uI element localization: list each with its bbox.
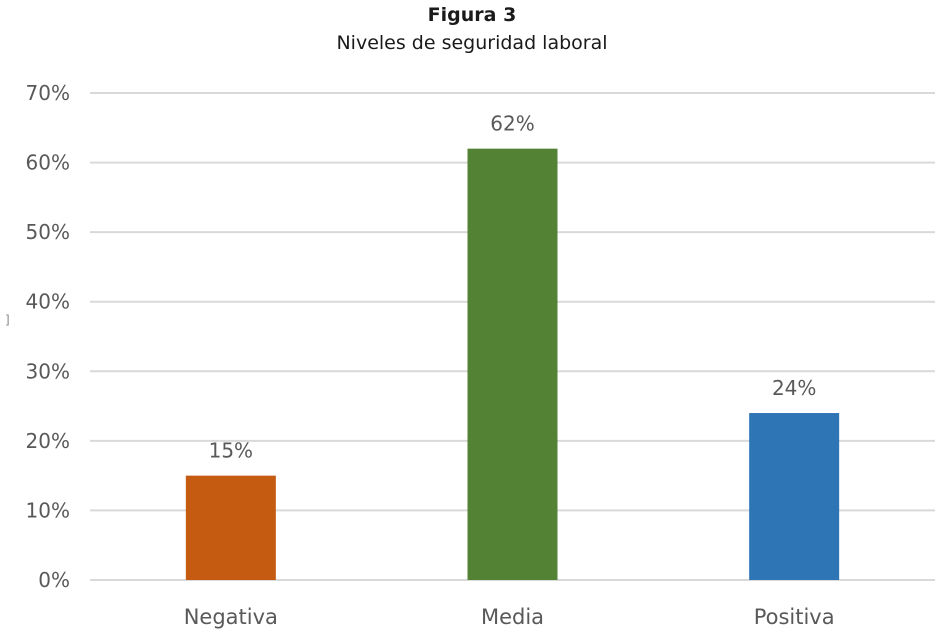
y-tick-label: 60% bbox=[26, 151, 70, 175]
x-category-label: Media bbox=[481, 605, 544, 629]
data-labels: 15% 62% 24% bbox=[209, 112, 817, 463]
y-tick-label: 10% bbox=[26, 498, 70, 522]
y-tick-label: 40% bbox=[26, 290, 70, 314]
x-category-label: Negativa bbox=[184, 605, 278, 629]
bar-media bbox=[467, 148, 558, 580]
chart-subtitle: Niveles de seguridad laboral bbox=[336, 32, 608, 54]
x-category-label: Positiva bbox=[754, 605, 835, 629]
bars bbox=[185, 148, 840, 580]
bar-negativa bbox=[185, 475, 276, 580]
margin-bracket-mark: ] bbox=[5, 313, 10, 327]
y-tick-label: 70% bbox=[26, 81, 70, 105]
bar-positiva bbox=[749, 413, 840, 580]
y-axis-ticks: 0% 10% 20% 30% 40% 50% 60% 70% bbox=[26, 81, 70, 592]
y-tick-label: 30% bbox=[26, 359, 70, 383]
x-axis-categories: Negativa Media Positiva bbox=[184, 605, 835, 629]
y-tick-label: 0% bbox=[38, 568, 70, 592]
data-label: 15% bbox=[209, 439, 253, 463]
chart-title: Figura 3 bbox=[427, 4, 517, 26]
y-tick-label: 50% bbox=[26, 220, 70, 244]
y-tick-label: 20% bbox=[26, 429, 70, 453]
data-label: 24% bbox=[772, 376, 816, 400]
data-label: 62% bbox=[490, 112, 534, 136]
